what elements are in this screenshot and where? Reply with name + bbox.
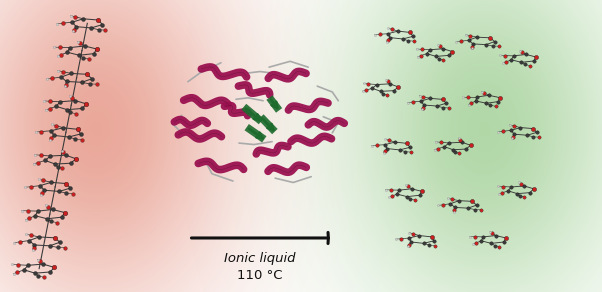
Text: 110 °C: 110 °C [237, 270, 283, 282]
Text: Ionic liquid: Ionic liquid [225, 252, 296, 265]
